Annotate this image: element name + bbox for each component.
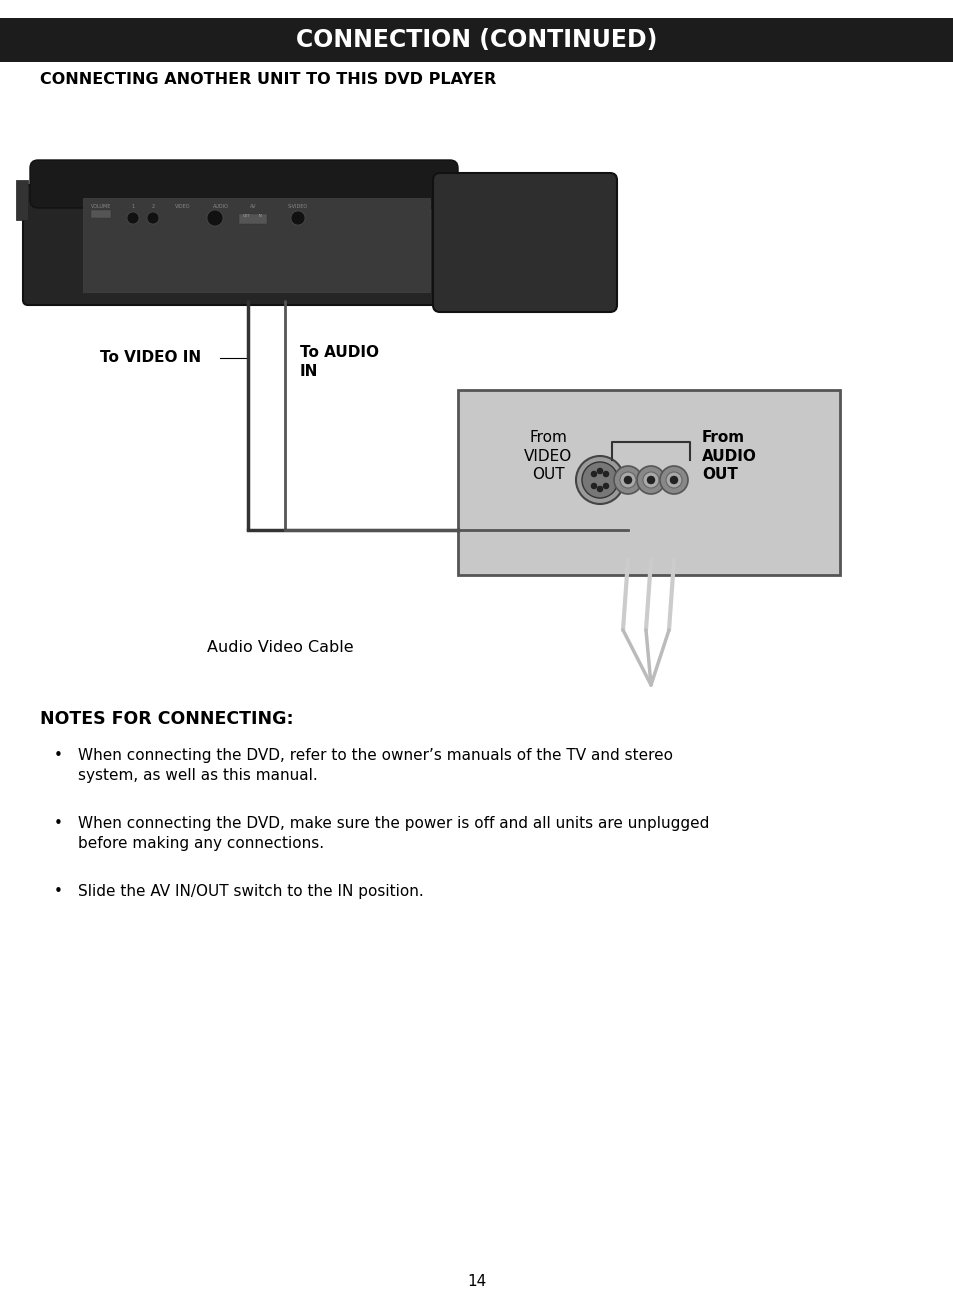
Bar bbox=[0, 18, 953, 62]
Circle shape bbox=[642, 472, 659, 488]
Circle shape bbox=[590, 483, 597, 490]
Text: AV: AV bbox=[250, 204, 256, 208]
Circle shape bbox=[597, 468, 602, 474]
Text: CONNECTING ANOTHER UNIT TO THIS DVD PLAYER: CONNECTING ANOTHER UNIT TO THIS DVD PLAY… bbox=[40, 72, 496, 87]
Circle shape bbox=[637, 466, 664, 494]
Text: To AUDIO
IN: To AUDIO IN bbox=[299, 345, 378, 379]
Text: To VIDEO IN: To VIDEO IN bbox=[100, 350, 201, 366]
Bar bbox=[16, 180, 28, 220]
Circle shape bbox=[646, 476, 655, 484]
Text: 14: 14 bbox=[467, 1274, 486, 1290]
Text: From
VIDEO
OUT: From VIDEO OUT bbox=[523, 430, 572, 482]
Circle shape bbox=[576, 457, 623, 504]
Circle shape bbox=[665, 472, 681, 488]
Text: When connecting the DVD, make sure the power is off and all units are unplugged
: When connecting the DVD, make sure the p… bbox=[78, 816, 709, 851]
Circle shape bbox=[147, 212, 159, 224]
Bar bbox=[457, 390, 840, 575]
Text: From
AUDIO
OUT: From AUDIO OUT bbox=[701, 430, 756, 482]
Circle shape bbox=[581, 462, 618, 497]
Text: Audio Video Cable: Audio Video Cable bbox=[207, 641, 353, 655]
Circle shape bbox=[590, 471, 597, 476]
Circle shape bbox=[659, 466, 687, 494]
Bar bbox=[239, 215, 267, 224]
FancyBboxPatch shape bbox=[433, 172, 617, 312]
Circle shape bbox=[669, 476, 678, 484]
Circle shape bbox=[614, 466, 641, 494]
Circle shape bbox=[127, 212, 139, 224]
Text: NOTES FOR CONNECTING:: NOTES FOR CONNECTING: bbox=[40, 711, 294, 728]
Circle shape bbox=[619, 472, 636, 488]
Circle shape bbox=[623, 476, 631, 484]
FancyBboxPatch shape bbox=[30, 161, 457, 208]
Text: VIDEO: VIDEO bbox=[175, 204, 191, 208]
Bar bbox=[83, 197, 430, 292]
Text: Slide the AV IN/OUT switch to the IN position.: Slide the AV IN/OUT switch to the IN pos… bbox=[78, 884, 423, 899]
Text: •: • bbox=[53, 747, 62, 763]
Text: 1: 1 bbox=[132, 204, 134, 208]
Text: VOLUME: VOLUME bbox=[91, 204, 112, 208]
Text: CONNECTION (CONTINUED): CONNECTION (CONTINUED) bbox=[296, 28, 657, 53]
Circle shape bbox=[602, 471, 608, 476]
Text: •: • bbox=[53, 816, 62, 830]
Text: 2: 2 bbox=[152, 204, 154, 208]
Circle shape bbox=[597, 486, 602, 492]
Circle shape bbox=[207, 211, 223, 226]
Text: OUT: OUT bbox=[242, 215, 250, 218]
Text: When connecting the DVD, refer to the owner’s manuals of the TV and stereo
syste: When connecting the DVD, refer to the ow… bbox=[78, 747, 672, 783]
FancyBboxPatch shape bbox=[23, 186, 535, 305]
Circle shape bbox=[291, 211, 305, 225]
Text: IN: IN bbox=[258, 215, 261, 218]
Text: S-VIDEO: S-VIDEO bbox=[288, 204, 308, 208]
Circle shape bbox=[602, 483, 608, 490]
Text: •: • bbox=[53, 884, 62, 899]
Bar bbox=[91, 211, 111, 218]
Text: AUDIO: AUDIO bbox=[213, 204, 229, 208]
